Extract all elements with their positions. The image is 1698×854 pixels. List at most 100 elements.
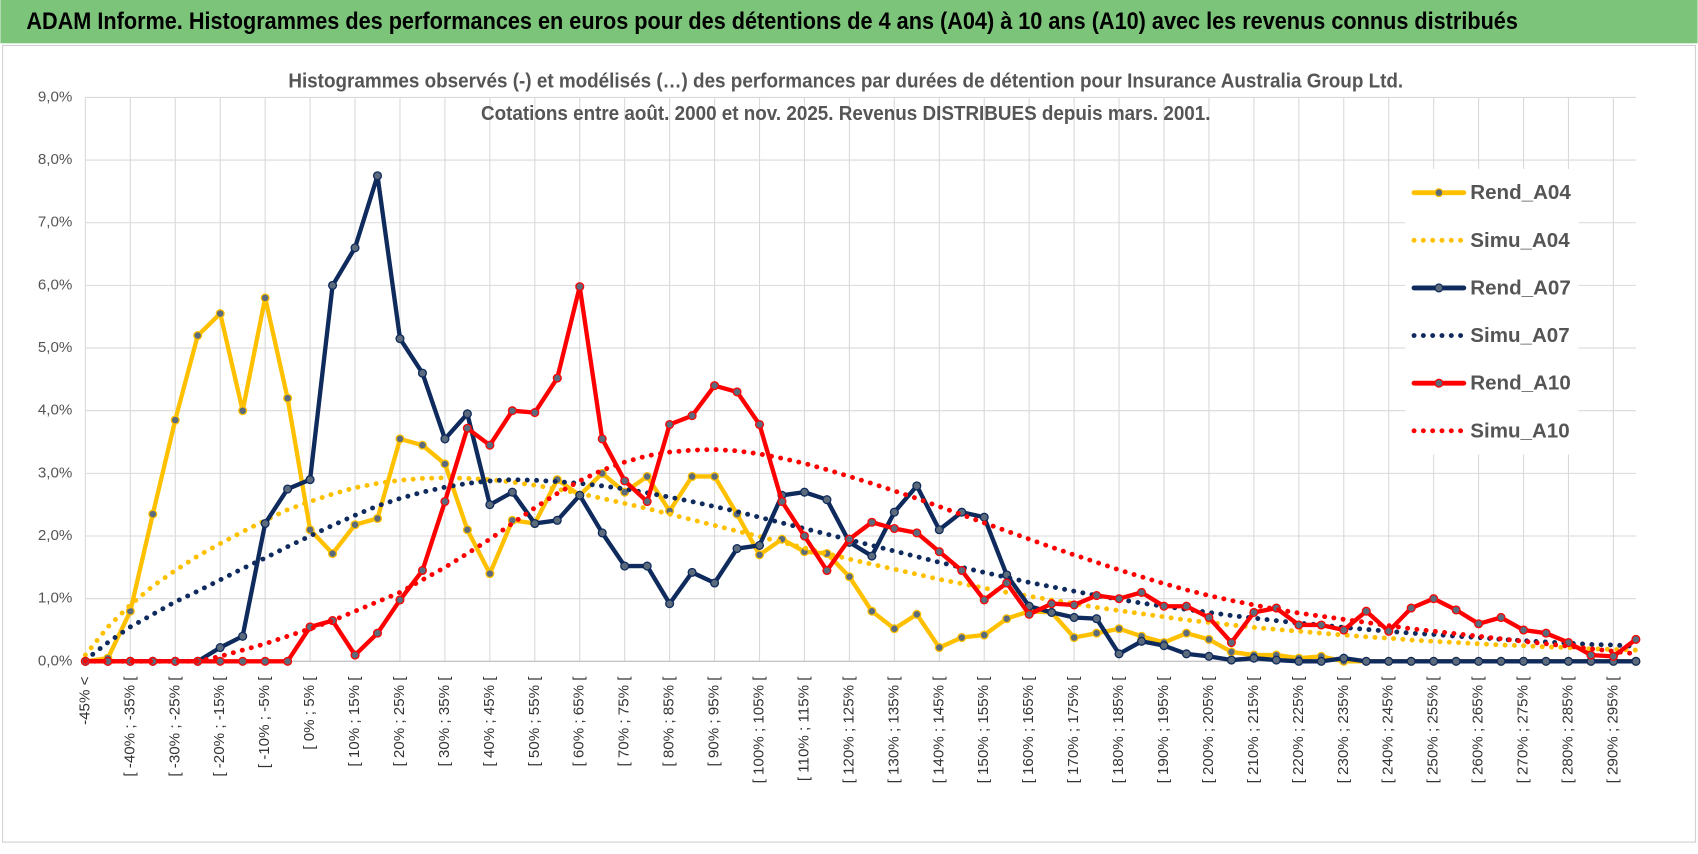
x-tick-label: [ 50% ; 55% [ (526, 676, 543, 767)
data-point (597, 434, 607, 444)
data-point (1047, 607, 1057, 618)
x-tick-label: [ 200% ; 205% [ (1200, 676, 1217, 784)
x-tick-label: [ -30% ; -25% [ (166, 676, 183, 777)
data-point (193, 330, 203, 341)
data-point (754, 540, 765, 550)
data-point (440, 434, 450, 444)
x-tick-label: [ 190% ; 195% [ (1155, 676, 1172, 784)
data-point (1159, 601, 1169, 611)
data-point (485, 440, 495, 450)
data-point (260, 656, 270, 666)
data-point (665, 599, 675, 609)
data-point (372, 628, 383, 638)
data-point (215, 656, 225, 666)
data-point (867, 606, 877, 616)
data-point (1092, 614, 1102, 624)
data-point (1518, 656, 1529, 666)
data-point (799, 487, 810, 497)
x-tick-label: [ 60% ; 65% [ (571, 676, 588, 767)
x-tick-label: [ 70% ; 75% [ (616, 676, 633, 767)
data-point (1316, 656, 1326, 666)
data-point (1541, 628, 1551, 638)
data-point (1429, 594, 1439, 604)
data-point (305, 525, 315, 535)
data-point (1204, 612, 1214, 623)
data-point (1271, 655, 1281, 665)
data-point (350, 650, 360, 660)
data-point (1406, 603, 1416, 613)
data-point (1092, 628, 1102, 638)
data-point (1294, 656, 1304, 666)
x-tick-label: [ 40% ; 45% [ (481, 676, 498, 767)
legend-label: Rend_A04 (1470, 181, 1571, 204)
data-point (485, 500, 495, 510)
x-tick-label: [ 0% ; 5% [ (301, 676, 318, 750)
data-point (1226, 637, 1236, 648)
data-point (912, 481, 922, 491)
data-point (170, 415, 180, 425)
legend-label: Simu_A04 (1470, 229, 1570, 252)
x-tick-label: [ 90% ; 95% [ (706, 676, 723, 767)
data-point (844, 572, 854, 582)
y-tick-label: 1,0% (38, 590, 73, 607)
data-point (417, 565, 427, 576)
data-point (912, 528, 922, 538)
data-point (710, 381, 720, 391)
data-point (710, 471, 720, 482)
data-point (148, 509, 158, 519)
data-point (1339, 625, 1349, 635)
data-point (507, 406, 517, 416)
x-tick-label: [ 140% ; 145% [ (930, 676, 947, 784)
data-point (372, 513, 383, 524)
data-point (215, 643, 225, 653)
data-point (642, 471, 652, 482)
data-point (1339, 653, 1349, 663)
x-tick-label: [ 160% ; 165% [ (1020, 676, 1037, 784)
data-point (462, 525, 472, 535)
data-point (1316, 620, 1326, 630)
data-point (1361, 656, 1371, 666)
data-point (844, 534, 854, 544)
legend-box (1405, 168, 1579, 455)
data-point (799, 531, 810, 541)
data-point (485, 569, 495, 579)
data-point (328, 280, 338, 290)
data-point (552, 373, 562, 383)
x-tick-label: [ 150% ; 155% [ (975, 676, 992, 784)
data-point (777, 497, 787, 507)
data-point (215, 309, 225, 319)
data-point (912, 609, 922, 619)
x-tick-label: [ -10% ; -5% [ (256, 676, 273, 769)
data-point (1002, 578, 1012, 588)
x-tick-label: [ 290% ; 295% [ (1604, 676, 1621, 784)
x-tick-label: [ 230% ; 235% [ (1335, 676, 1352, 784)
legend-label: Rend_A07 (1470, 276, 1571, 299)
x-tick-label: [ 100% ; 105% [ (751, 676, 768, 784)
y-tick-label: 4,0% (38, 402, 73, 419)
data-point (350, 520, 360, 530)
y-tick-label: 8,0% (38, 151, 73, 168)
x-tick-label: [ 260% ; 265% [ (1470, 676, 1487, 784)
series-line (83, 284, 1639, 664)
x-tick-label: [ 120% ; 125% [ (840, 676, 857, 784)
data-point (1047, 599, 1057, 609)
data-point (867, 517, 877, 527)
data-point (417, 368, 427, 378)
data-point (1496, 656, 1506, 666)
y-tick-label: 7,0% (38, 214, 73, 231)
data-point (867, 551, 877, 561)
data-point (328, 549, 338, 559)
data-point (238, 406, 248, 416)
header-title: ADAM Informe. Histogrammes des performan… (26, 8, 1518, 35)
header-banner (0, 0, 1698, 44)
y-tick-label: 0,0% (38, 652, 73, 669)
data-point (687, 567, 697, 577)
data-point (238, 631, 248, 641)
data-point (417, 440, 427, 450)
data-point (1451, 605, 1461, 615)
data-point (462, 423, 472, 433)
data-point (1563, 656, 1574, 666)
data-point (575, 490, 585, 500)
data-point (1069, 612, 1079, 623)
data-point (1114, 624, 1124, 634)
